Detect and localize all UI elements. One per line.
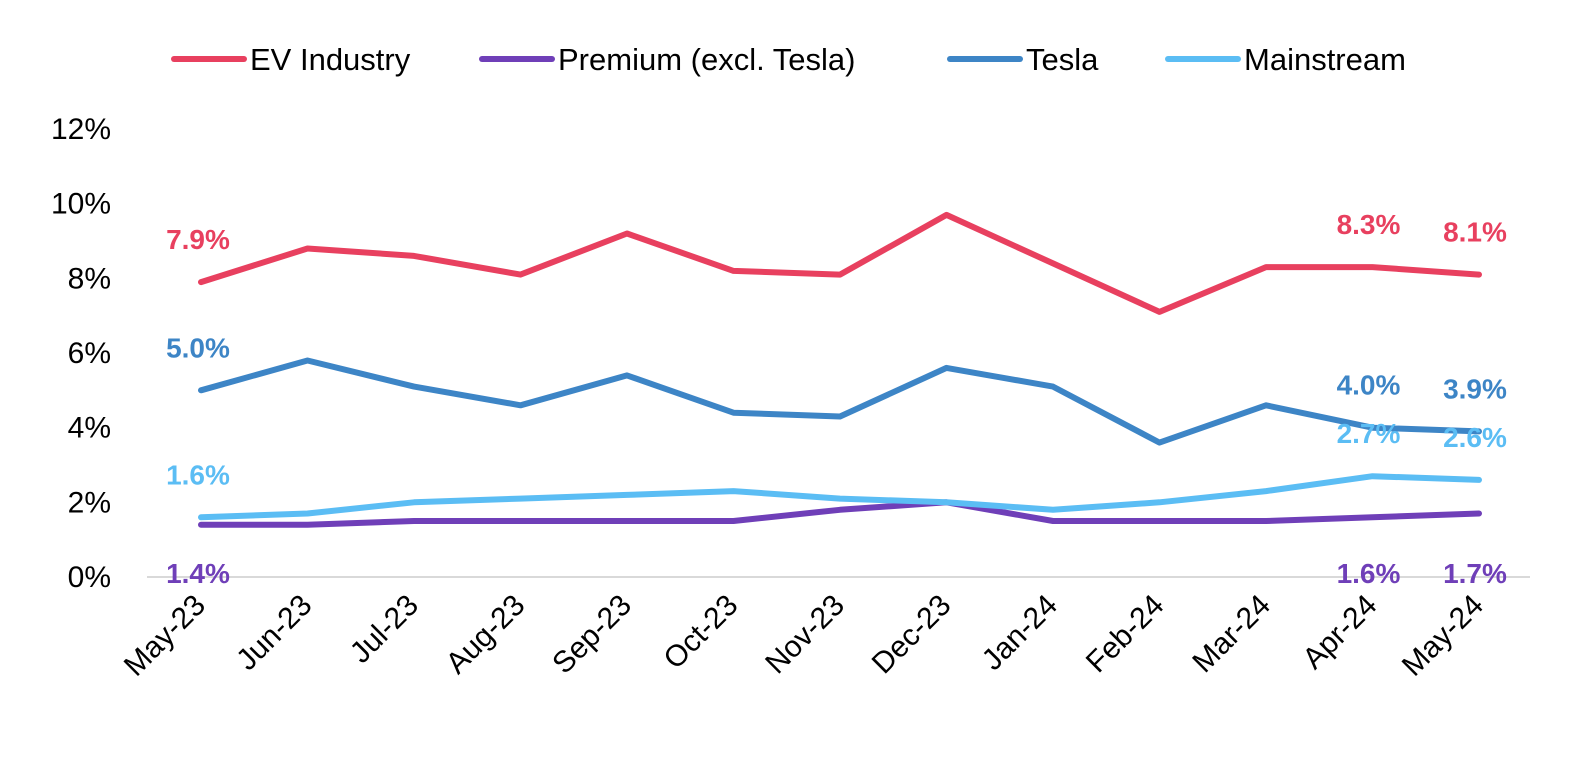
y-tick-label: 6% <box>68 337 111 370</box>
x-tick-label: Apr-24 <box>1296 589 1383 676</box>
data-label-mainstream: 2.6% <box>1443 422 1507 453</box>
series-line-mainstream <box>198 473 1482 521</box>
data-label-ev-industry: 8.3% <box>1337 209 1401 240</box>
series-line-ev-industry <box>198 211 1482 315</box>
x-tick-label: Oct-23 <box>657 589 744 676</box>
data-label-ev-industry: 7.9% <box>166 224 230 255</box>
y-tick-label: 0% <box>68 561 111 594</box>
x-tick-label: Jul-23 <box>344 589 425 670</box>
data-label-mainstream: 1.6% <box>166 459 230 490</box>
legend-label: Tesla <box>1026 42 1099 77</box>
data-label-premium-excl-tesla: 1.7% <box>1443 558 1507 589</box>
x-tick-label: Mar-24 <box>1186 589 1277 680</box>
legend-label: Premium (excl. Tesla) <box>558 42 855 77</box>
x-tick-label: Aug-23 <box>440 589 532 681</box>
legend-label: EV Industry <box>250 42 411 77</box>
y-tick-label: 8% <box>68 262 111 295</box>
y-tick-label: 12% <box>51 113 111 146</box>
y-axis: 0% 2% 4% 6% 8% 10% 12% <box>51 113 111 594</box>
x-tick-label: Feb-24 <box>1080 589 1171 680</box>
data-label-tesla: 5.0% <box>166 332 230 363</box>
data-label-tesla: 4.0% <box>1337 370 1401 401</box>
x-tick-label: Jun-23 <box>230 589 318 677</box>
series-line-premium-excl-tesla <box>198 499 1482 528</box>
data-label-tesla: 3.9% <box>1443 373 1507 404</box>
x-tick-label: Jan-24 <box>976 589 1064 677</box>
x-tick-label: May-24 <box>1396 589 1490 683</box>
legend-label: Mainstream <box>1244 42 1406 77</box>
data-label-premium-excl-tesla: 1.6% <box>1337 558 1401 589</box>
legend-item-premium-excl-tesla: Premium (excl. Tesla) <box>479 42 855 77</box>
legend: EV Industry Premium (excl. Tesla) Tesla Mai… <box>171 42 1406 77</box>
x-axis: May-23 Jun-23 Jul-23 Aug-23 Sep-23 Oct-23 Nov-… <box>118 576 1530 683</box>
legend-item-ev-industry: EV Industry <box>171 42 411 77</box>
y-tick-label: 10% <box>51 188 111 221</box>
legend-item-mainstream: Mainstream <box>1165 42 1406 77</box>
data-label-ev-industry: 8.1% <box>1443 217 1507 248</box>
x-tick-label: Nov-23 <box>759 589 851 681</box>
series-line-tesla <box>198 357 1482 446</box>
legend-item-tesla: Tesla <box>947 42 1099 77</box>
y-tick-label: 2% <box>68 486 111 519</box>
data-label-premium-excl-tesla: 1.4% <box>166 558 230 589</box>
series-lines <box>198 211 1482 528</box>
x-tick-label: Dec-23 <box>866 589 958 681</box>
x-tick-label: Sep-23 <box>546 589 638 681</box>
data-label-mainstream: 2.7% <box>1337 418 1401 449</box>
y-tick-label: 4% <box>68 412 111 445</box>
data-labels: 7.9% 8.3% 8.1% 1.4% 1.6% 1.7% 5.0% 4.0% 3.9% 1.6%… <box>166 209 1507 589</box>
x-tick-label: May-23 <box>118 589 212 683</box>
